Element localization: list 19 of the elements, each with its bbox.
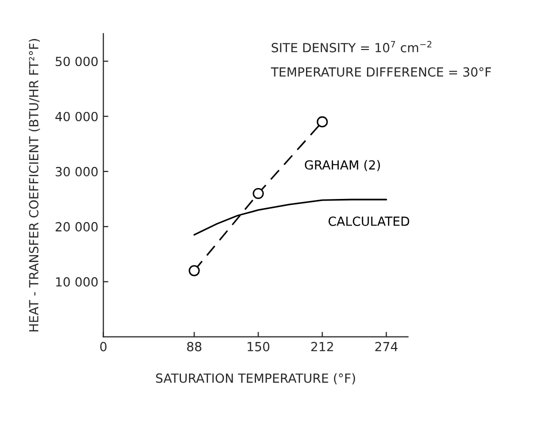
point — [188, 265, 200, 276]
y-tick-label: 10 000 — [56, 277, 98, 287]
point — [252, 188, 264, 200]
series-label: GRAHAM (2) — [304, 160, 380, 172]
y-tick-label: 50 000 — [56, 56, 98, 66]
x-axis-title: SATURATION TEMPERATURE (°F) — [156, 373, 356, 384]
x-tick-label: 212 — [311, 342, 333, 352]
y-tick-label: 20 000 — [56, 222, 98, 232]
x-tick-label: 274 — [375, 342, 398, 352]
x-tick-label: 150 — [248, 342, 270, 352]
y-tick-label: 40 000 — [55, 112, 98, 122]
y-tick-label: 30 000 — [56, 166, 98, 176]
annotation: SITE DENSITY = 10$^{7}$ cm$^{−2}$ — [272, 40, 432, 52]
x-tick-label: 88 — [187, 342, 202, 352]
annotation: TEMPERATURE DIFFERENCE = 30°F — [270, 67, 491, 77]
y-axis-title: HEAT - TRANSFER COEFFICIENT (BTU/HR FT²°F) — [28, 39, 40, 332]
point — [316, 116, 328, 128]
series-label: CALCULATED — [328, 216, 410, 226]
x-tick-label: 0 — [100, 342, 107, 352]
